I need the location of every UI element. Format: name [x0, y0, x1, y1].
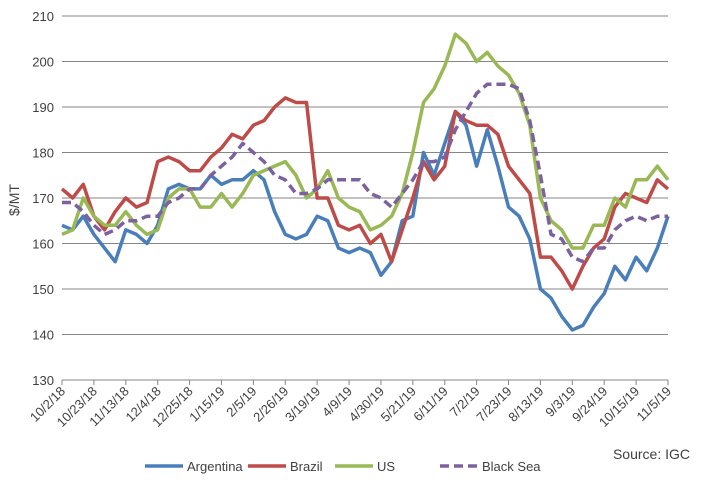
legend: Argentina Brazil US Black Sea [145, 459, 541, 474]
legend-label: Black Sea [482, 459, 541, 474]
y-tick-label: 210 [32, 9, 54, 24]
y-tick-label: 200 [32, 55, 54, 70]
y-tick-label: 140 [32, 328, 54, 343]
series-line-argentina [61, 109, 670, 332]
source-annotation: Source: IGC [613, 446, 690, 462]
y-tick-label: 130 [32, 373, 54, 388]
series-line-black-sea [62, 82, 668, 264]
x-tick-label: 5/21/19 [378, 384, 419, 425]
y-tick-label: 180 [32, 146, 54, 161]
x-tick-label: 1/15/19 [186, 384, 227, 425]
x-tick-label: 8/13/19 [505, 384, 546, 425]
y-tick-label: 190 [32, 100, 54, 115]
legend-label: Brazil [290, 459, 323, 474]
legend-label: US [377, 459, 395, 474]
x-axis: 10/2/1810/23/1811/13/1812/4/1812/25/181/… [27, 379, 675, 430]
y-tick-label: 170 [32, 191, 54, 206]
y-tick-label: 150 [32, 282, 54, 297]
x-tick-label: 6/11/19 [410, 384, 451, 425]
series-line-brazil [60, 96, 670, 291]
y-tick-label: 160 [32, 237, 54, 252]
x-tick-label: 3/19/19 [282, 384, 323, 425]
y-axis-ticks: 130 140 150 160 170 180 190 200 210 [32, 9, 54, 388]
series-line-us [61, 32, 670, 250]
series-lines [60, 32, 670, 332]
gridlines [62, 15, 668, 381]
legend-label: Argentina [187, 459, 243, 474]
y-axis-label: $/MT [6, 184, 22, 216]
x-tick-label: 11/5/19 [634, 384, 675, 425]
